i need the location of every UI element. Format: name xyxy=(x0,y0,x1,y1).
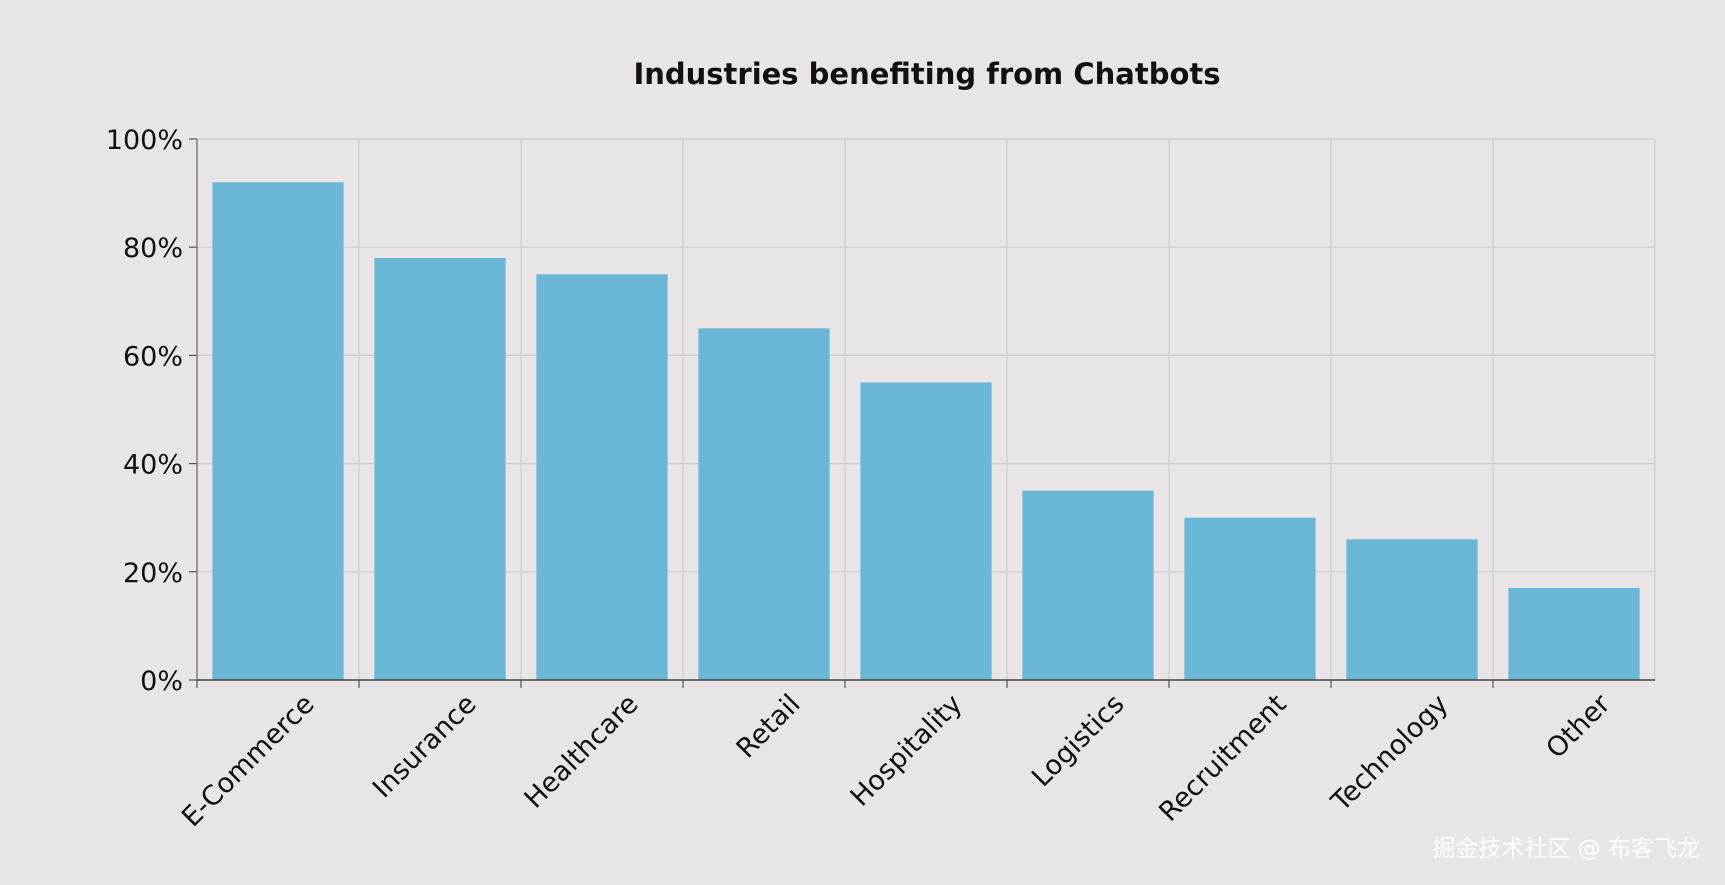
bar-insurance xyxy=(374,258,506,680)
bar-logistics xyxy=(1022,490,1154,680)
y-tick-label: 20% xyxy=(123,558,183,589)
x-category-label: Logistics xyxy=(1026,689,1131,794)
x-category-label: E-Commerce xyxy=(176,689,321,834)
x-category-label: Other xyxy=(1540,688,1617,765)
x-category-label: Technology xyxy=(1325,689,1455,819)
x-category-label: Healthcare xyxy=(519,689,645,815)
chart-title: Industries benefiting from Chatbots xyxy=(633,57,1220,91)
y-tick-label: 100% xyxy=(106,125,183,156)
x-category-label: Hospitality xyxy=(845,689,969,813)
bar-technology xyxy=(1346,539,1478,680)
y-tick-label: 40% xyxy=(123,450,183,481)
bar-other xyxy=(1508,588,1640,680)
y-tick-label: 80% xyxy=(123,233,183,264)
y-tick-label: 60% xyxy=(123,341,183,372)
bar-recruitment xyxy=(1184,517,1316,680)
axes xyxy=(189,138,1655,688)
watermark-text: 掘金技术社区 @ 布客飞龙 xyxy=(1432,836,1700,862)
bars xyxy=(212,182,1640,680)
bar-e-commerce xyxy=(212,182,344,680)
y-tick-label: 0% xyxy=(140,666,183,697)
bar-healthcare xyxy=(536,274,668,680)
x-category-label: Recruitment xyxy=(1153,689,1292,828)
bar-retail xyxy=(698,328,830,680)
x-category-label: Insurance xyxy=(367,689,483,805)
x-category-label: Retail xyxy=(731,689,807,765)
bar-hospitality xyxy=(860,382,992,680)
